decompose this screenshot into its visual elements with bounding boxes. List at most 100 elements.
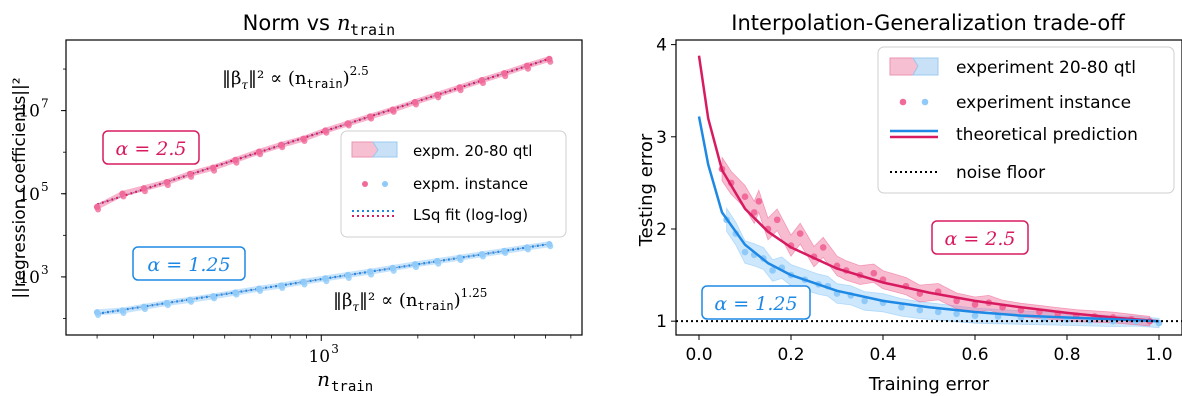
right-legend-label-noise: noise floor — [956, 163, 1045, 183]
right-point-pink — [755, 198, 763, 205]
right-legend-label-points: experiment instance — [956, 93, 1131, 113]
left-instance-points — [93, 55, 554, 319]
left-chart-title-sub: train — [350, 21, 395, 39]
law-bottom-sub2: train — [418, 299, 454, 313]
right-legend-label-theory: theoretical prediction — [956, 125, 1138, 145]
left-y-tick-label-exp: 3 — [41, 263, 49, 277]
left-y-tick-label-exp: 7 — [41, 97, 49, 111]
right-point-blue — [916, 306, 924, 314]
right-legend-band-pink-swatch — [889, 57, 919, 76]
right-plot-frame — [675, 39, 1182, 336]
left-point-blue — [164, 302, 171, 309]
right-point-pink — [819, 244, 827, 251]
left-point-blue — [368, 271, 375, 278]
left-scaling-law-bottom: ‖βτ‖² ∝ (ntrain)1.25 — [333, 286, 487, 314]
left-x-axis-label: n train — [317, 367, 373, 395]
right-point-pink — [741, 193, 749, 201]
left-legend-band-blue-swatch — [372, 141, 398, 158]
right-y-tick-label: 1 — [656, 312, 667, 332]
left-plot-frame — [65, 39, 583, 336]
left-x-axis-label-var: n — [317, 367, 330, 391]
law-top-pre: ‖β — [222, 68, 241, 89]
left-point-blue — [188, 298, 195, 305]
law-bottom-pre: ‖β — [333, 290, 352, 311]
law-bottom-sup: 1.25 — [461, 286, 488, 300]
left-point-blue — [435, 260, 442, 267]
right-legend-band-blue-swatch — [912, 57, 939, 76]
left-point-blue — [279, 284, 286, 291]
left-point-blue — [257, 287, 264, 294]
left-point-pink — [164, 182, 171, 189]
left-y-tick-label: 10 — [18, 268, 40, 288]
left-legend: expm. 20-80 qtl expm. instance LSq fit (… — [340, 130, 567, 238]
left-alpha-2-5-text: α = 2.5 — [115, 138, 186, 160]
left-point-blue — [233, 291, 240, 298]
right-x-tick-label: 1.0 — [1145, 345, 1172, 365]
left-point-blue — [525, 246, 532, 253]
left-alpha-1-25-frame — [132, 246, 246, 281]
right-point-pink — [773, 216, 781, 224]
right-theory-curve-pink — [697, 55, 1160, 323]
left-point-pink — [479, 80, 486, 87]
left-point-blue — [323, 278, 330, 285]
left-point-pink — [413, 101, 420, 108]
right-y-ticks: 1 2 3 4 — [656, 36, 676, 332]
left-point-blue — [301, 281, 308, 288]
right-legend-point-blue — [921, 98, 929, 106]
right-chart: Interpolation-Generalization trade-off T… — [636, 11, 1182, 395]
left-legend-label-points: expm. instance — [413, 175, 528, 193]
right-x-tick-label: 0.6 — [961, 345, 988, 365]
right-chart-title: Interpolation-Generalization trade-off — [731, 11, 1125, 35]
right-legend-label-band: experiment 20-80 qtl — [956, 58, 1136, 78]
law-bottom-post2: ) — [454, 290, 461, 311]
right-x-tick-label: 0.8 — [1053, 345, 1080, 365]
left-point-pink — [525, 65, 532, 72]
left-x-tick-label: 10 — [308, 347, 330, 367]
left-legend-point-pink — [362, 181, 368, 187]
right-x-ticks: 0.0 0.2 0.4 0.6 0.8 1.0 — [685, 335, 1173, 365]
left-point-blue — [547, 243, 554, 250]
right-alpha-2-5-box: α = 2.5 — [931, 220, 1029, 255]
left-x-ticks: 10 3 — [96, 335, 572, 367]
right-alpha-1-25-frame — [701, 285, 811, 320]
right-point-pink — [870, 269, 878, 277]
left-point-blue — [95, 312, 102, 319]
left-point-blue — [345, 274, 352, 281]
right-alpha-2-5-text: α = 2.5 — [944, 228, 1015, 250]
left-point-pink — [120, 193, 127, 200]
left-point-pink — [323, 129, 330, 136]
left-point-pink — [301, 137, 308, 144]
right-point-pink — [971, 301, 979, 308]
left-point-blue — [502, 250, 509, 257]
left-legend-label-band: expm. 20-80 qtl — [413, 142, 532, 160]
left-point-blue — [457, 257, 464, 264]
left-point-pink — [95, 206, 102, 213]
left-point-blue — [413, 264, 420, 271]
right-point-blue — [971, 312, 979, 319]
law-bottom-post: ‖² ∝ (n — [359, 290, 418, 311]
right-legend-frame — [877, 46, 1175, 194]
left-point-pink — [368, 115, 375, 122]
law-top-post: ‖² ∝ (n — [248, 68, 307, 89]
law-top-post2: ) — [343, 68, 350, 89]
right-y-axis-label-text: Testing error — [636, 133, 657, 247]
left-alpha-1-25-box: α = 1.25 — [132, 246, 246, 281]
law-top-sub: τ — [241, 78, 248, 92]
left-chart-title-var: n — [337, 11, 351, 35]
left-y-tick-label: 10 — [18, 102, 40, 122]
right-point-blue — [898, 304, 905, 311]
left-point-pink — [345, 122, 352, 129]
left-chart: Norm vs n train ||regression coefficient… — [10, 11, 583, 395]
left-alpha-2-5-frame — [102, 130, 200, 165]
right-point-pink — [953, 297, 960, 305]
left-point-pink — [547, 58, 554, 65]
left-x-axis-label-sub: train — [331, 379, 373, 395]
right-x-tick-label: 0.4 — [869, 345, 896, 365]
right-y-tick-label: 4 — [656, 36, 667, 56]
left-point-pink — [257, 151, 264, 158]
left-point-pink — [457, 87, 464, 94]
right-y-tick-label: 3 — [656, 128, 667, 148]
right-alpha-1-25-box: α = 1.25 — [701, 285, 811, 320]
left-y-tick-label: 10 — [18, 185, 40, 205]
